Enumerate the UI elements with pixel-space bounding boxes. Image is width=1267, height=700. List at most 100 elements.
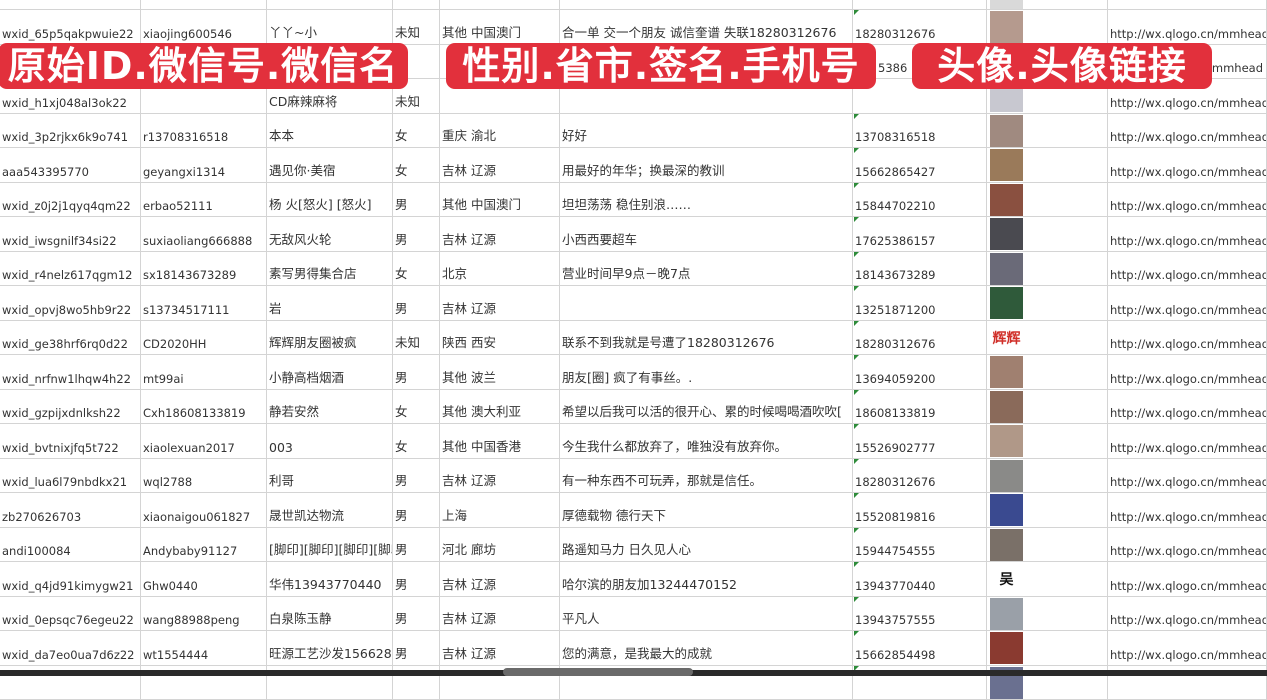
cell-gender[interactable]: 男	[393, 597, 440, 631]
cell-wechat-name[interactable]: 小静高档烟酒	[267, 355, 393, 389]
cell-wechat-name[interactable]: 静若安然	[267, 390, 393, 424]
cell-signature[interactable]: 用最好的年华；换最深的教训	[560, 148, 853, 182]
cell-avatar[interactable]	[987, 528, 1108, 562]
cell-signature[interactable]: 希望以后我可以活的很开心、累的时候喝喝酒吹吹[	[560, 390, 853, 424]
cell-signature[interactable]	[560, 286, 853, 320]
cell-gender[interactable]: 女	[393, 148, 440, 182]
cell-phone[interactable]: 18143673289	[853, 252, 987, 286]
cell-avatar-link[interactable]: http://wx.qlogo.cn/mmhead	[1108, 183, 1267, 217]
cell-avatar-link[interactable]: http://wx.qlogo.cn/mmhead	[1108, 114, 1267, 148]
cell-phone[interactable]: 18280312676	[853, 459, 987, 493]
cell-avatar[interactable]	[987, 10, 1108, 44]
cell-wechat-id[interactable]: CD2020HH	[141, 321, 267, 355]
cell-signature[interactable]: 厚德载物 德行天下	[560, 493, 853, 527]
cell-avatar[interactable]	[987, 183, 1108, 217]
cell-wechat-id[interactable]: Andybaby91127	[141, 528, 267, 562]
cell-wechat-id[interactable]: mt99ai	[141, 355, 267, 389]
cell-avatar-link[interactable]: http://wx.qlogo.cn/mmhead	[1108, 459, 1267, 493]
cell-signature[interactable]: 好好	[560, 114, 853, 148]
cell-wechat-id[interactable]: Ghw0440	[141, 562, 267, 596]
cell-avatar[interactable]	[987, 114, 1108, 148]
cell-gender[interactable]: 女	[393, 424, 440, 458]
cell-original-id[interactable]: wxid_r4nelz617qgm12	[0, 252, 141, 286]
cell-wechat-name[interactable]	[267, 0, 393, 9]
cell-wechat-id[interactable]: suxiaoliang666888	[141, 217, 267, 251]
cell-wechat-name[interactable]: 白泉陈玉静	[267, 597, 393, 631]
cell-signature[interactable]: 小西西要超车	[560, 217, 853, 251]
cell-original-id[interactable]: wxid_z0j2j1qyq4qm22	[0, 183, 141, 217]
cell-wechat-id[interactable]: s13734517111	[141, 286, 267, 320]
cell-phone[interactable]: 15844702210	[853, 183, 987, 217]
cell-phone[interactable]: 18280312676	[853, 10, 987, 44]
cell-signature[interactable]: 平凡人	[560, 597, 853, 631]
cell-avatar[interactable]	[987, 355, 1108, 389]
cell-original-id[interactable]: wxid_gzpijxdnlksh22	[0, 390, 141, 424]
cell-wechat-name[interactable]: 岩	[267, 286, 393, 320]
cell-wechat-name[interactable]: 丫丫~小	[267, 10, 393, 44]
cell-avatar-link[interactable]: http://wx.qlogo.cn/mmhead	[1108, 597, 1267, 631]
cell-region[interactable]: 陕西 西安	[440, 321, 560, 355]
cell-region[interactable]: 吉林 辽源	[440, 286, 560, 320]
cell-wechat-id[interactable]: xiaolexuan2017	[141, 424, 267, 458]
cell-wechat-name[interactable]: 旺源工艺沙发15662854	[267, 631, 393, 665]
cell-original-id[interactable]: wxid_65p5qakpwuie22	[0, 10, 141, 44]
cell-gender[interactable]: 女	[393, 390, 440, 424]
cell-gender[interactable]: 未知	[393, 321, 440, 355]
cell-avatar-link[interactable]: http://wx.qlogo.cn/mmhead	[1108, 424, 1267, 458]
cell-avatar[interactable]	[987, 0, 1108, 9]
cell-signature[interactable]: 营业时间早9点－晚7点	[560, 252, 853, 286]
cell-avatar-link[interactable]: http://wx.qlogo.cn/mmhead	[1108, 562, 1267, 596]
cell-wechat-name[interactable]: 无敌风火轮	[267, 217, 393, 251]
cell-original-id[interactable]	[0, 0, 141, 9]
cell-avatar[interactable]	[987, 597, 1108, 631]
cell-avatar-link[interactable]: http://wx.qlogo.cn/mmhead	[1108, 528, 1267, 562]
cell-original-id[interactable]: wxid_lua6l79nbdkx21	[0, 459, 141, 493]
cell-avatar-link[interactable]: http://wx.qlogo.cn/mmhead	[1108, 493, 1267, 527]
cell-wechat-id[interactable]	[141, 0, 267, 9]
cell-wechat-id[interactable]: wt1554444	[141, 631, 267, 665]
cell-gender[interactable]: 男	[393, 217, 440, 251]
cell-phone[interactable]: 15526902777	[853, 424, 987, 458]
cell-region[interactable]: 其他 中国澳门	[440, 10, 560, 44]
cell-original-id[interactable]: wxid_ge38hrf6rq0d22	[0, 321, 141, 355]
cell-phone[interactable]: 15662854498	[853, 631, 987, 665]
cell-avatar-link[interactable]: http://wx.qlogo.cn/mmhead	[1108, 355, 1267, 389]
cell-phone[interactable]: 15520819816	[853, 493, 987, 527]
cell-avatar[interactable]	[987, 424, 1108, 458]
cell-wechat-id[interactable]: r13708316518	[141, 114, 267, 148]
cell-avatar[interactable]	[987, 148, 1108, 182]
cell-phone[interactable]: 17625386157	[853, 217, 987, 251]
cell-region[interactable]: 吉林 辽源	[440, 631, 560, 665]
cell-wechat-id[interactable]: wql2788	[141, 459, 267, 493]
horizontal-scrollbar[interactable]	[503, 668, 693, 676]
cell-gender[interactable]: 男	[393, 631, 440, 665]
cell-signature[interactable]: 今生我什么都放弃了，唯独没有放弃你。	[560, 424, 853, 458]
cell-wechat-name[interactable]: 003	[267, 424, 393, 458]
cell-avatar[interactable]	[987, 493, 1108, 527]
cell-wechat-id[interactable]: xiaojing600546	[141, 10, 267, 44]
cell-signature[interactable]: 有一种东西不可玩弄，那就是信任。	[560, 459, 853, 493]
cell-original-id[interactable]: wxid_q4jd91kimygw21	[0, 562, 141, 596]
cell-phone[interactable]: 13943757555	[853, 597, 987, 631]
cell-gender[interactable]: 男	[393, 459, 440, 493]
cell-region[interactable]: 其他 中国香港	[440, 424, 560, 458]
cell-region[interactable]	[440, 0, 560, 9]
cell-avatar-link[interactable]	[1108, 0, 1267, 9]
cell-phone[interactable]: 13251871200	[853, 286, 987, 320]
cell-avatar-link[interactable]: http://wx.qlogo.cn/mmhead	[1108, 286, 1267, 320]
cell-avatar-link[interactable]: http://wx.qlogo.cn/mmhead	[1108, 10, 1267, 44]
cell-avatar-link[interactable]: http://wx.qlogo.cn/mmhead	[1108, 252, 1267, 286]
cell-original-id[interactable]: andi100084	[0, 528, 141, 562]
cell-region[interactable]: 河北 廊坊	[440, 528, 560, 562]
cell-wechat-name[interactable]: 晟世凯达物流	[267, 493, 393, 527]
cell-signature[interactable]: 联系不到我就是号遭了18280312676	[560, 321, 853, 355]
cell-region[interactable]: 重庆 渝北	[440, 114, 560, 148]
cell-avatar[interactable]: 辉辉	[987, 321, 1108, 355]
cell-wechat-name[interactable]: 遇见你·美宿	[267, 148, 393, 182]
cell-avatar-link[interactable]: http://wx.qlogo.cn/mmhead	[1108, 631, 1267, 665]
cell-gender[interactable]	[393, 0, 440, 9]
cell-avatar[interactable]	[987, 631, 1108, 665]
cell-region[interactable]: 上海	[440, 493, 560, 527]
cell-wechat-name[interactable]: 杨 火[怒火] [怒火]	[267, 183, 393, 217]
cell-signature[interactable]: 哈尔滨的朋友加13244470152	[560, 562, 853, 596]
